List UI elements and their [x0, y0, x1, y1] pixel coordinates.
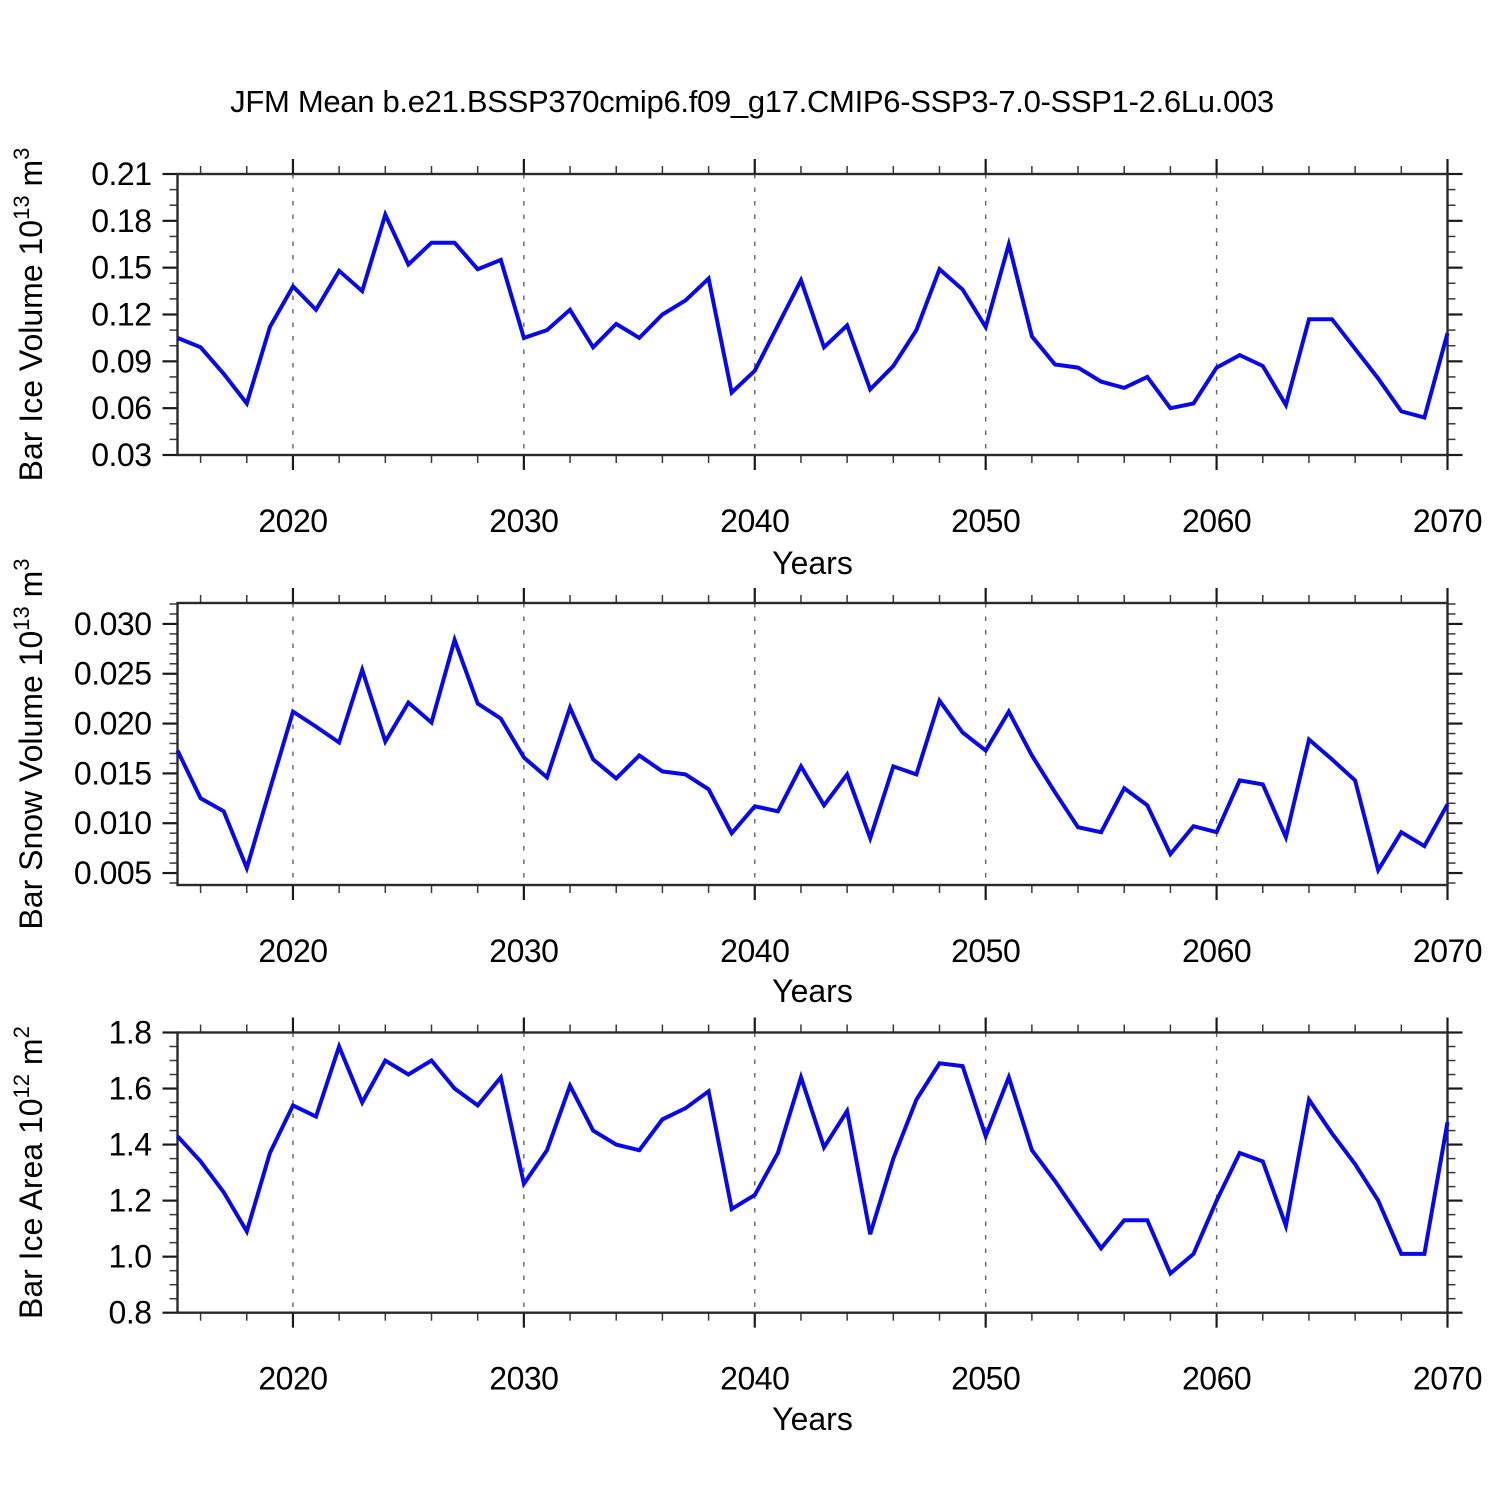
x-tick-label-2040: 2040: [720, 933, 789, 969]
plot-frame: [176, 1031, 1449, 1314]
y-tick-label-0.015: 0.015: [74, 755, 152, 791]
y-tick-label-1.4: 1.4: [109, 1127, 152, 1163]
x-tick-label-2070: 2070: [1413, 503, 1482, 539]
y-tick-label-0.06: 0.06: [91, 390, 151, 426]
x-major-ticks: [291, 588, 1449, 900]
gridlines: [292, 174, 1218, 455]
y-major-ticks: [162, 622, 1463, 875]
y-minor-ticks: [169, 188, 1456, 441]
x-tick-label-2030: 2030: [489, 503, 558, 539]
y-major-ticks: [162, 1031, 1463, 1314]
x-minor-ticks: [199, 166, 1403, 463]
x-tick-label-2050: 2050: [951, 1361, 1020, 1397]
x-tick-label-2050: 2050: [951, 933, 1020, 969]
x-tick-label-2040: 2040: [720, 503, 789, 539]
y-tick-label-0.010: 0.010: [74, 805, 152, 841]
y-tick-label-0.8: 0.8: [109, 1295, 152, 1331]
y-axis-title-bar-ice-area: Bar Ice Area 1012​ m2​: [9, 1026, 49, 1319]
y-tick-label-1.6: 1.6: [109, 1071, 152, 1107]
x-major-ticks: [291, 1017, 1449, 1328]
figure-title: JFM Mean b.e21.BSSP370cmip6.f09_g17.CMIP…: [230, 84, 1274, 119]
y-minor-ticks: [169, 603, 1456, 884]
y-axis-title-bar-snow-volume: Bar Snow Volume 1013​ m3​: [9, 558, 49, 929]
y-tick-label-0.15: 0.15: [91, 250, 151, 286]
y-tick-label-0.09: 0.09: [91, 343, 151, 379]
charts-group: 2020 2030 2040 2050 2060 2070 0.03 0.06 0.09 0.12…: [9, 148, 1483, 1397]
x-tick-label-2030: 2030: [489, 1361, 558, 1397]
x-tick-label-2070: 2070: [1413, 1361, 1482, 1397]
x-axis-title-ice-area: Years: [772, 1401, 853, 1437]
y-tick-label-0.03: 0.03: [91, 437, 151, 473]
y-tick-label-0.030: 0.030: [74, 606, 152, 642]
y-axis-title-bar-ice-volume: Bar Ice Volume 1013​ m3​: [9, 148, 49, 482]
x-tick-label-2020: 2020: [258, 503, 327, 539]
x-tick-label-2060: 2060: [1182, 933, 1251, 969]
plot-frame: [176, 172, 1449, 457]
chart-bar-ice-volume: 2020 2030 2040 2050 2060 2070 0.03 0.06 0.09 0.12…: [9, 148, 1483, 539]
x-minor-ticks: [199, 595, 1403, 893]
y-tick-label-0.18: 0.18: [91, 203, 151, 239]
y-tick-label-0.005: 0.005: [74, 855, 152, 891]
x-tick-label-2020: 2020: [258, 933, 327, 969]
x-tick-label-2060: 2060: [1182, 1361, 1251, 1397]
y-major-ticks: [162, 172, 1463, 457]
y-tick-label-0.21: 0.21: [91, 156, 151, 192]
x-tick-label-2070: 2070: [1413, 933, 1482, 969]
x-tick-label-2060: 2060: [1182, 503, 1251, 539]
gridlines: [292, 1032, 1218, 1313]
y-tick-label-1.0: 1.0: [109, 1239, 152, 1275]
x-minor-ticks: [199, 1024, 1403, 1321]
chart-bar-ice-area: 2020 2030 2040 2050 2060 2070 0.8 1.0 1.2 1.4 1.6 1…: [9, 1015, 1483, 1397]
series-line-bar-ice-volume: [176, 208, 1450, 420]
x-axis-title-ice-volume: Years: [772, 545, 853, 581]
y-tick-label-0.025: 0.025: [74, 656, 152, 692]
x-tick-label-2030: 2030: [489, 933, 558, 969]
plot-frame: [176, 601, 1449, 887]
y-tick-label-0.12: 0.12: [91, 297, 151, 333]
series-line-bar-snow-volume: [175, 633, 1450, 876]
y-tick-label-1.8: 1.8: [109, 1015, 152, 1051]
y-minor-ticks: [169, 1045, 1456, 1300]
series-line-bar-ice-area: [176, 1040, 1450, 1277]
x-major-ticks: [291, 159, 1449, 470]
y-tick-label-0.020: 0.020: [74, 706, 152, 742]
x-tick-label-2040: 2040: [720, 1361, 789, 1397]
x-tick-label-2050: 2050: [951, 503, 1020, 539]
x-tick-label-2020: 2020: [258, 1361, 327, 1397]
chart-bar-snow-volume: 2020 2030 2040 2050 2060 2070 0.005 0.010 0.015 0…: [9, 558, 1483, 969]
x-axis-title-snow-volume: Years: [772, 973, 853, 1009]
y-tick-label-1.2: 1.2: [109, 1183, 152, 1219]
gridlines: [292, 603, 1218, 885]
